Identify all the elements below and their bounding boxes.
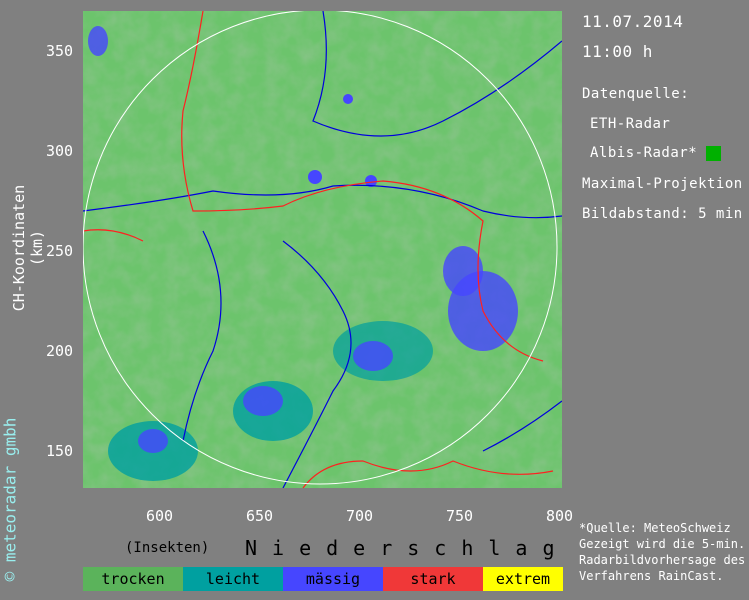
x-tick: 600: [146, 507, 174, 525]
note-line: Gezeigt wird die 5-min.: [579, 537, 746, 551]
rivers-lakes: [83, 11, 562, 488]
legend-trocken: trocken: [83, 567, 183, 591]
radar-range-circle: [83, 11, 558, 485]
y-tick: 300: [46, 142, 74, 160]
x-tick: 650: [246, 507, 274, 525]
source-label: Datenquelle:: [582, 86, 690, 102]
legend-stark: stark: [383, 567, 483, 591]
date: 11.07.2014: [582, 12, 684, 31]
y-tick: 350: [46, 42, 74, 60]
y-tick: 200: [46, 342, 74, 360]
source-eth: ETH-Radar: [590, 116, 671, 132]
legend-prefix: (Insekten): [125, 540, 210, 556]
precipitation-areas: [88, 26, 518, 481]
x-tick: 750: [446, 507, 474, 525]
legend-extrem: extrem: [483, 567, 563, 591]
note-line: Radarbildvorhersage des: [579, 553, 746, 567]
time: 11:00 h: [582, 42, 653, 61]
legend-maessig: mässig: [283, 567, 383, 591]
source-indicator: [706, 145, 722, 161]
y-tick: 250: [46, 242, 74, 260]
copyright: © meteoradar gmbh: [0, 417, 20, 582]
source-albis-label: Albis-Radar*: [590, 145, 698, 161]
legend-leicht: leicht: [183, 567, 283, 591]
x-tick: 700: [346, 507, 374, 525]
radar-map: [83, 11, 562, 488]
legend-title: Niederschlag: [245, 536, 570, 560]
y-axis-label: CH-Koordinaten (km): [10, 184, 46, 312]
country-borders: [83, 11, 554, 488]
projection: Maximal-Projektion: [582, 176, 743, 192]
note-line: *Quelle: MeteoSchweiz: [579, 521, 731, 535]
source-albis: Albis-Radar*: [590, 145, 722, 161]
interval: Bildabstand: 5 min: [582, 206, 743, 222]
x-tick: 800: [546, 507, 574, 525]
y-tick: 150: [46, 442, 74, 460]
note-line: Verfahrens RainCast.: [579, 569, 724, 583]
source-note: *Quelle: MeteoSchweiz Gezeigt wird die 5…: [579, 520, 745, 584]
